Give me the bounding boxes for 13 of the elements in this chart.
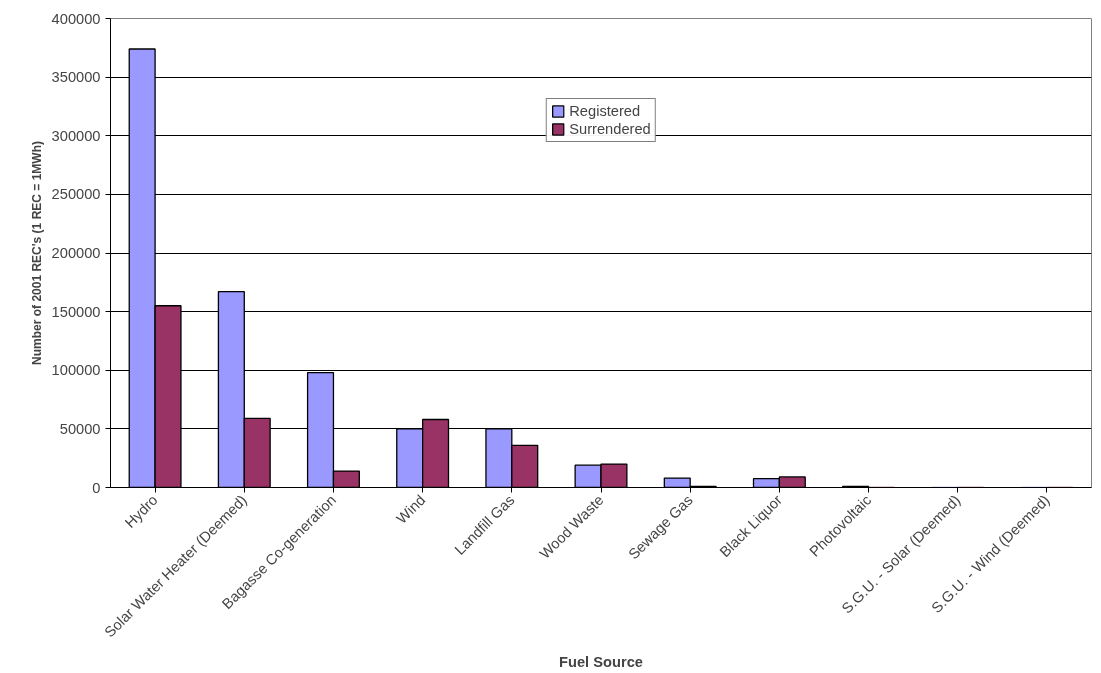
y-axis-title: Number of 2001 REC's (1 REC = 1MWh) [29,141,44,365]
y-tick-label: 50000 [59,420,101,437]
y-tick-label: 200000 [51,245,101,261]
y-tick-label: 300000 [51,127,101,144]
legend-label: Registered [569,103,641,119]
y-tick-label: 150000 [51,303,101,320]
y-tick-label: 400000 [51,10,101,27]
y-tick-label: 350000 [51,69,101,86]
y-tick-label: 0 [92,479,101,496]
y-tick-label: 250000 [51,186,101,203]
y-tick-label: 100000 [51,362,101,379]
x-axis-title: Fuel Source [559,654,643,671]
legend-label: Surrendered [569,121,651,137]
